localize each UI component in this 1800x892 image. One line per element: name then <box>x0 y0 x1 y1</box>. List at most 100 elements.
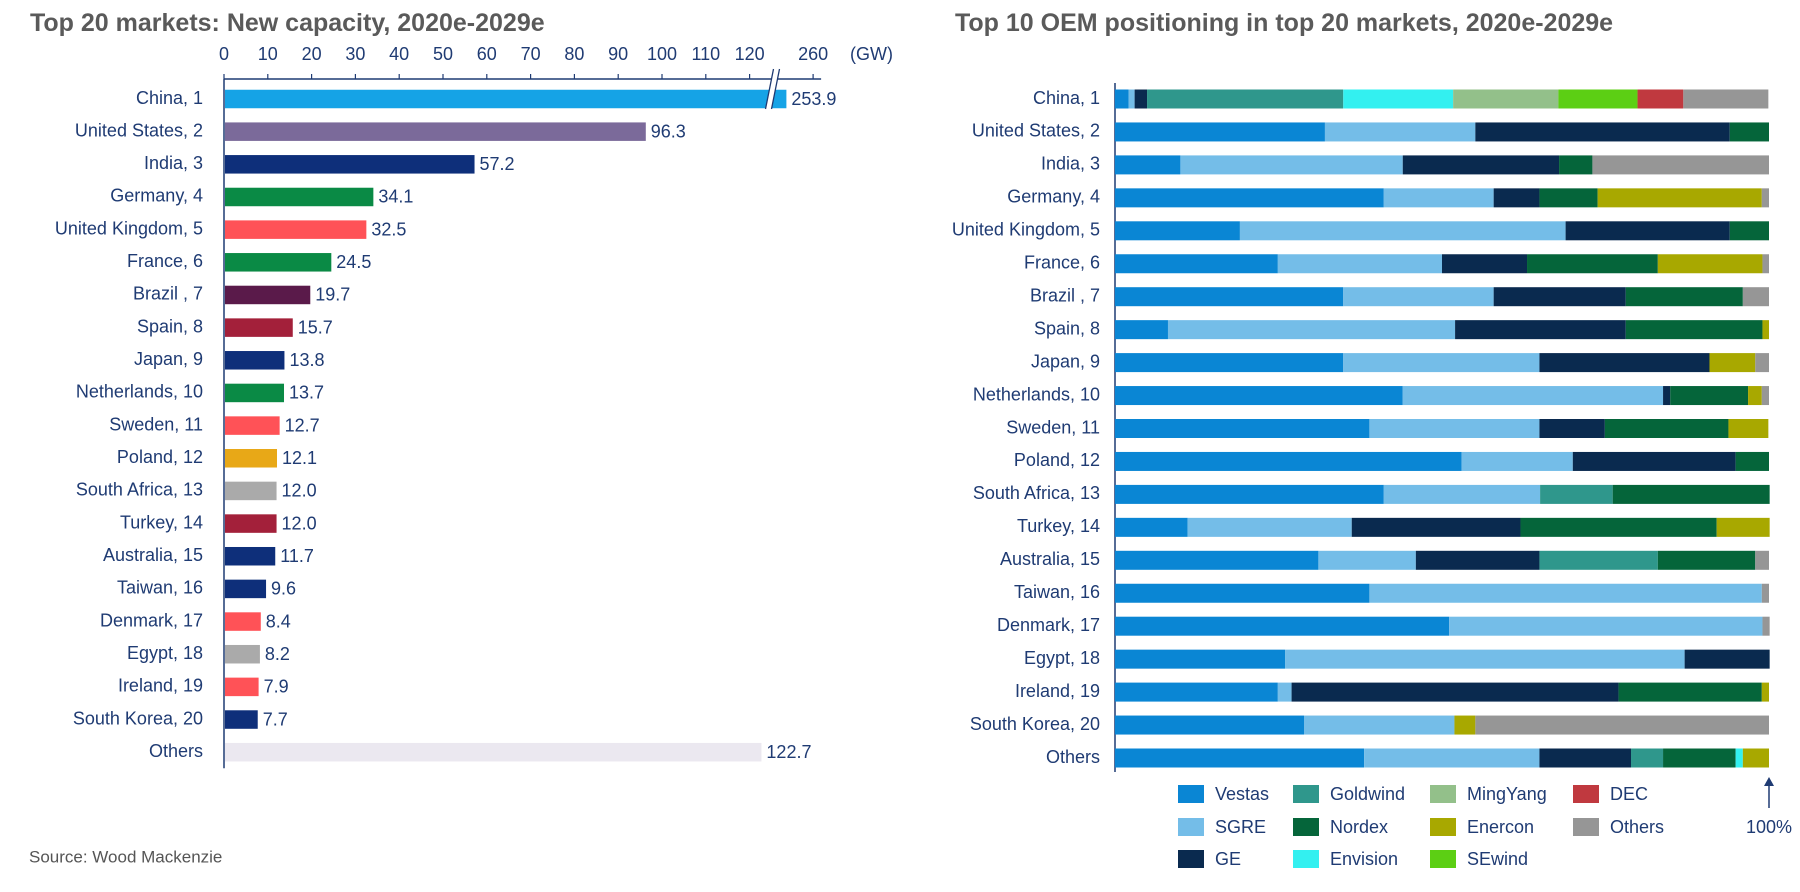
category-label: Egypt, 18 <box>1024 648 1100 668</box>
category-label: Taiwan, 16 <box>117 578 203 598</box>
bar-segment <box>1683 89 1769 109</box>
bar-segment <box>1115 320 1168 340</box>
bar <box>225 742 762 762</box>
bar-segment <box>1115 221 1240 241</box>
bar-segment <box>1612 484 1770 504</box>
x-tick-label: 10 <box>258 44 278 64</box>
bar-segment <box>1762 254 1769 274</box>
value-label: 15.7 <box>298 317 333 337</box>
category-label: Japan, 9 <box>134 349 203 369</box>
bar-segment <box>1540 484 1613 504</box>
value-label: 12.1 <box>282 448 317 468</box>
x-tick-label: 80 <box>564 44 584 64</box>
bar-segment <box>1729 221 1769 241</box>
value-label: 9.6 <box>271 579 296 599</box>
category-label: France, 6 <box>127 251 203 271</box>
bar-segment <box>1115 188 1384 208</box>
bar <box>225 318 293 337</box>
bar-segment <box>1565 221 1730 241</box>
bar-segment <box>1277 682 1292 702</box>
bar-segment <box>1115 353 1344 373</box>
category-label: Ireland, 19 <box>118 676 203 696</box>
bar-segment <box>1115 616 1450 636</box>
bar-segment <box>1559 155 1593 175</box>
bar-segment <box>1383 188 1494 208</box>
bar <box>225 612 261 631</box>
x-tick-label: 120 <box>735 44 765 64</box>
bar-segment <box>1115 122 1325 142</box>
bar <box>225 710 258 729</box>
x-tick-label: 100% <box>1746 817 1792 837</box>
legend-swatch <box>1178 785 1204 803</box>
bar-segment <box>1761 386 1769 406</box>
bar-segment <box>1115 550 1319 570</box>
bar-segment <box>1475 715 1769 735</box>
bar-segment <box>1134 89 1148 109</box>
legend-swatch <box>1178 850 1204 868</box>
value-label: 122.7 <box>766 742 811 762</box>
bar-segment <box>1762 320 1769 340</box>
category-label: South Korea, 20 <box>73 708 203 728</box>
bar-segment <box>1115 155 1181 175</box>
x-unit: (GW) <box>850 44 893 64</box>
category-label: Netherlands, 10 <box>973 384 1100 404</box>
value-label: 96.3 <box>651 121 686 141</box>
category-label: Denmark, 17 <box>997 615 1100 635</box>
category-label: United Kingdom, 5 <box>55 218 203 238</box>
axis-break <box>770 68 781 110</box>
bar-segment <box>1442 254 1528 274</box>
bar-segment <box>1318 550 1416 570</box>
bar-segment <box>1558 89 1638 109</box>
legend-label: SGRE <box>1215 817 1266 837</box>
bar-segment <box>1277 254 1442 274</box>
bar-segment <box>1455 320 1626 340</box>
bar-segment <box>1755 353 1769 373</box>
category-label: France, 6 <box>1024 253 1100 273</box>
bar-segment <box>1449 616 1763 636</box>
category-label: Poland, 12 <box>117 447 203 467</box>
x-tick-label: 30 <box>345 44 365 64</box>
legend-swatch <box>1178 818 1204 836</box>
bar-segment <box>1762 616 1770 636</box>
category-label: Germany, 4 <box>1007 187 1100 207</box>
bar-segment <box>1475 122 1730 142</box>
legend-swatch <box>1430 850 1456 868</box>
bar-segment <box>1115 649 1286 669</box>
x-tick-label: 90 <box>608 44 628 64</box>
bar-segment <box>1742 748 1769 768</box>
bar-segment <box>1539 550 1658 570</box>
bar-segment <box>1539 188 1598 208</box>
bar-segment <box>1364 748 1540 768</box>
bar-segment <box>1115 484 1384 504</box>
bar-segment <box>1115 517 1188 537</box>
value-label: 13.7 <box>289 383 324 403</box>
category-label: Sweden, 11 <box>1006 417 1100 437</box>
bar-segment <box>1709 353 1756 373</box>
bar-segment <box>1239 221 1566 241</box>
value-label: 24.5 <box>336 252 371 272</box>
bar-segment <box>1128 89 1135 109</box>
bar <box>225 644 260 664</box>
category-label: South Africa, 13 <box>973 483 1100 503</box>
value-label: 57.2 <box>480 154 515 174</box>
bar-segment <box>1402 386 1664 406</box>
value-label: 13.8 <box>289 350 324 370</box>
bar-segment <box>1351 517 1521 537</box>
bar-segment <box>1369 583 1762 603</box>
bar-segment <box>1115 419 1370 438</box>
bar-segment <box>1637 89 1684 109</box>
category-label: Ireland, 19 <box>1015 681 1100 701</box>
value-label: 12.0 <box>282 481 317 501</box>
legend-swatch <box>1573 785 1599 803</box>
value-label: 12.0 <box>282 513 317 533</box>
category-label: China, 1 <box>136 88 203 108</box>
bar-segment <box>1592 155 1769 175</box>
category-label: Denmark, 17 <box>100 610 203 630</box>
value-label: 12.7 <box>285 415 320 435</box>
bar-segment <box>1167 320 1456 340</box>
bar-segment <box>1631 748 1664 768</box>
axis-break <box>765 69 780 109</box>
category-label: Japan, 9 <box>1031 351 1100 371</box>
bar <box>225 122 646 141</box>
legend-swatch <box>1573 818 1599 836</box>
